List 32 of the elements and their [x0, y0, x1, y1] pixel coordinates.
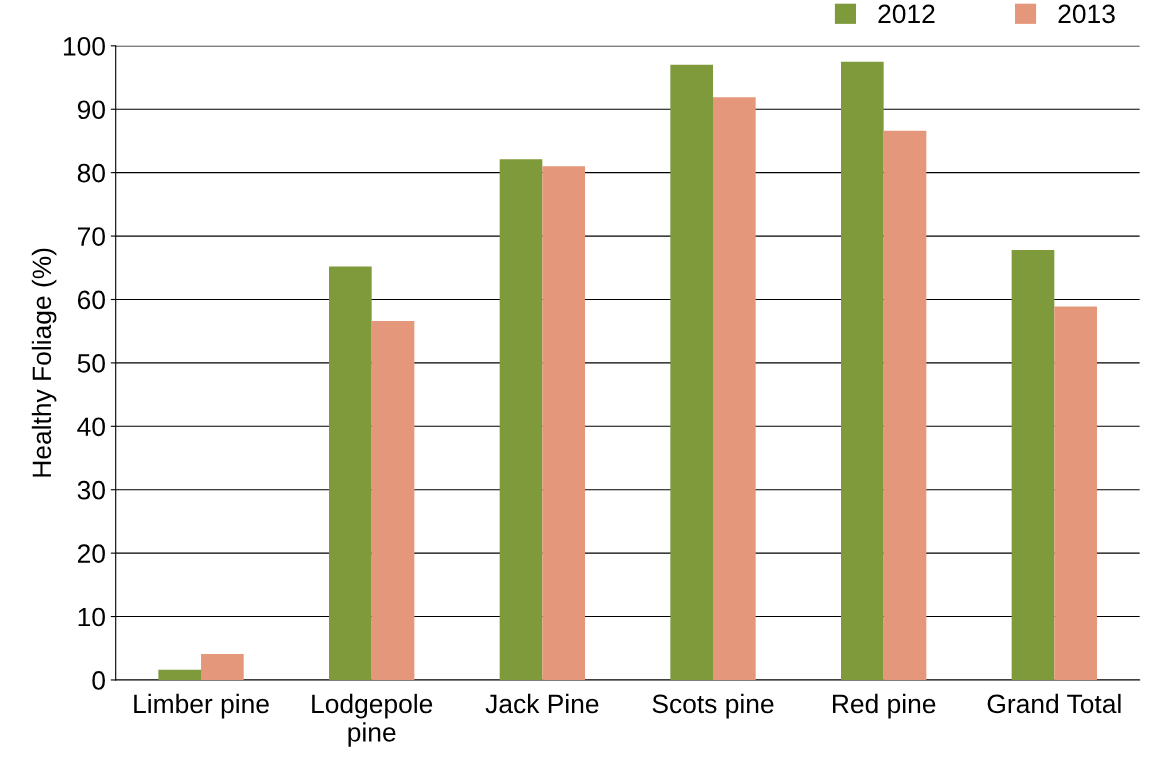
y-tick-label: 50	[77, 354, 105, 373]
y-tick-label: 90	[77, 100, 105, 120]
bar	[329, 266, 372, 680]
y-tick-label: 0	[92, 671, 105, 690]
bar	[883, 130, 927, 680]
bar	[371, 321, 415, 680]
bar	[840, 61, 884, 680]
bar	[670, 64, 713, 680]
bar	[1011, 250, 1055, 680]
legend-label: 2013	[1058, 4, 1115, 24]
legend-label: 2012	[878, 4, 935, 24]
x-tick-label: Jack Pine	[485, 693, 599, 714]
x-tick-label: Grand Total	[987, 693, 1121, 714]
y-axis-title: Healthy Foliage (%)	[31, 248, 57, 477]
bar	[158, 669, 202, 680]
bar	[499, 159, 543, 680]
bar	[542, 166, 586, 680]
y-tick-label: 10	[78, 607, 105, 627]
bar	[201, 653, 244, 680]
y-tick-label: 100	[63, 36, 105, 56]
bar	[713, 97, 756, 680]
y-tick-label: 30	[77, 480, 105, 500]
bar	[1054, 306, 1097, 680]
x-tick-label: Lodgepole pine	[312, 693, 433, 747]
y-tick-label: 60	[77, 290, 105, 310]
x-tick-label: Red pine	[833, 693, 936, 719]
y-tick-label: 70	[77, 227, 105, 246]
x-tick-label: Limber pine	[134, 693, 269, 719]
y-tick-label: 80	[77, 163, 105, 183]
y-tick-label: 40	[77, 417, 105, 437]
y-tick-label: 20	[77, 544, 105, 563]
x-tick-label: Scots pine	[652, 693, 774, 719]
